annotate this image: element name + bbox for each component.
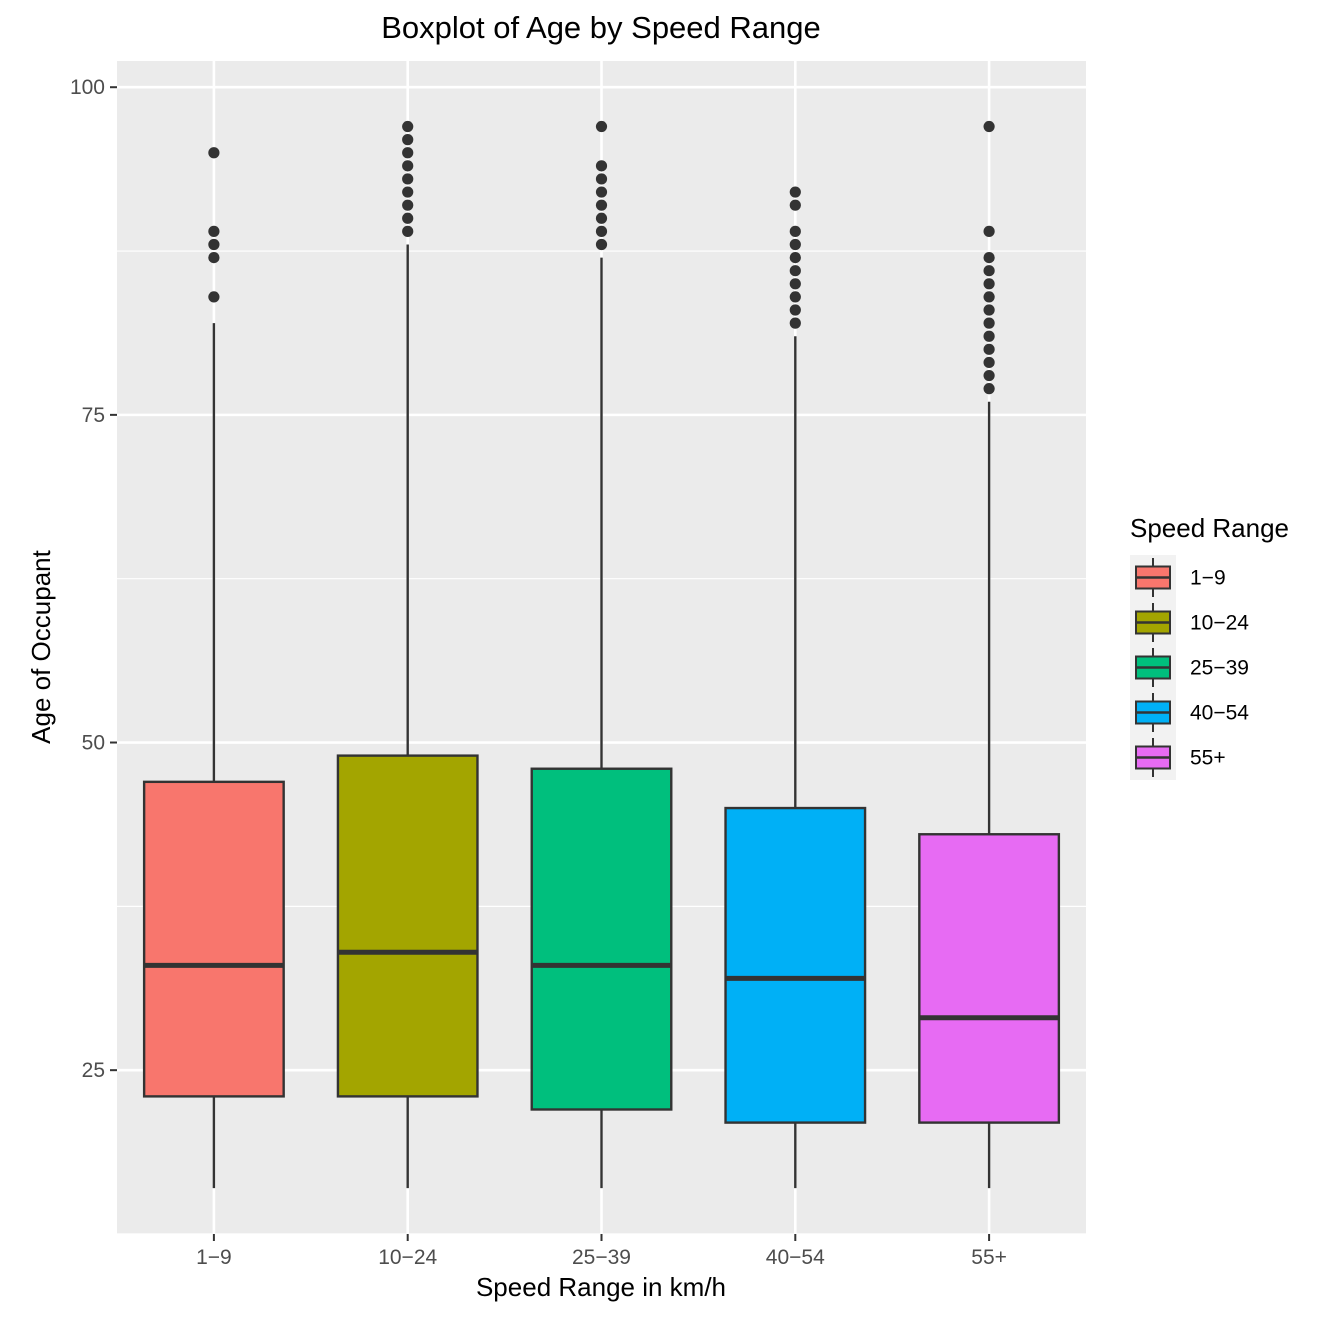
- box: [724, 806, 867, 1124]
- outlier-point: [789, 186, 801, 198]
- outlier-point: [789, 251, 801, 264]
- x-axis-title: Speed Range in km/h: [476, 1272, 726, 1302]
- box-group: [724, 186, 867, 1189]
- legend-title: Speed Range: [1130, 513, 1289, 543]
- outlier-point: [789, 278, 801, 290]
- outlier-point: [402, 199, 414, 211]
- outlier-point: [402, 160, 414, 172]
- legend-label: 25−39: [1190, 657, 1249, 680]
- box-group: [918, 120, 1061, 1189]
- box-layer: [142, 120, 1061, 1189]
- outlier-point: [402, 147, 414, 159]
- outlier-point: [983, 304, 995, 316]
- outlier-point: [983, 317, 995, 329]
- outlier-point: [595, 212, 608, 224]
- outlier-point: [789, 317, 801, 329]
- outlier-point: [983, 343, 995, 355]
- legend-item: 1−9: [1130, 555, 1226, 600]
- box: [336, 754, 479, 1098]
- x-tick-label: 55+: [971, 1246, 1007, 1269]
- legend-item: 55+: [1130, 735, 1226, 780]
- legend-label: 1−9: [1190, 567, 1226, 590]
- outlier-point: [595, 238, 608, 251]
- outlier-point: [595, 120, 608, 133]
- box: [918, 833, 1061, 1124]
- x-tick-label: 10−24: [378, 1246, 437, 1269]
- x-tick-label: 25−39: [572, 1246, 631, 1269]
- legend-item: 40−54: [1130, 690, 1249, 735]
- outlier-point: [402, 212, 414, 224]
- x-axis: 1−9 10−24 25−39 40−54 55+: [196, 1234, 1007, 1269]
- outlier-point: [402, 134, 414, 146]
- x-tick-label: 40−54: [766, 1246, 825, 1269]
- outlier-point: [789, 265, 801, 277]
- outlier-point: [983, 278, 995, 290]
- box: [142, 780, 285, 1098]
- outlier-point: [595, 160, 608, 172]
- outlier-point: [983, 291, 995, 303]
- legend-label: 55+: [1190, 747, 1226, 770]
- outlier-point: [789, 225, 801, 237]
- outlier-point: [402, 173, 414, 185]
- y-axis: 25 50 75 100: [70, 76, 117, 1082]
- outlier-point: [208, 291, 220, 303]
- y-axis-title: Age of Occupant: [26, 549, 56, 743]
- y-tick-label: 75: [82, 404, 105, 427]
- box-group: [336, 120, 479, 1189]
- outlier-point: [983, 265, 995, 277]
- legend-item: 25−39: [1130, 645, 1249, 690]
- outlier-point: [789, 238, 801, 251]
- outlier-point: [983, 120, 995, 133]
- outlier-point: [402, 120, 414, 133]
- chart-title: Boxplot of Age by Speed Range: [381, 10, 821, 45]
- outlier-point: [789, 304, 801, 316]
- outlier-point: [208, 147, 220, 159]
- outlier-point: [208, 251, 220, 264]
- outlier-point: [983, 330, 995, 342]
- outlier-point: [402, 186, 414, 198]
- outlier-point: [983, 251, 995, 264]
- x-tick-label: 1−9: [196, 1246, 232, 1269]
- outlier-point: [208, 238, 220, 251]
- box: [530, 767, 673, 1111]
- box-group: [530, 120, 673, 1189]
- outlier-point: [983, 225, 995, 237]
- y-tick-label: 25: [82, 1059, 105, 1082]
- legend-label: 10−24: [1190, 612, 1249, 635]
- outlier-point: [595, 199, 608, 211]
- y-tick-label: 100: [70, 76, 105, 99]
- legend: 1−9 10−24 25−39 40−54 55+: [1130, 555, 1249, 780]
- outlier-point: [595, 173, 608, 185]
- legend-item: 10−24: [1130, 600, 1249, 645]
- outlier-point: [983, 356, 995, 369]
- outlier-point: [595, 225, 608, 237]
- outlier-point: [789, 291, 801, 303]
- outlier-point: [595, 186, 608, 198]
- outlier-point: [983, 369, 995, 382]
- outlier-point: [983, 383, 995, 395]
- outlier-point: [402, 225, 414, 237]
- outlier-point: [789, 199, 801, 211]
- y-tick-label: 50: [82, 732, 105, 755]
- outlier-point: [208, 225, 220, 237]
- legend-label: 40−54: [1190, 702, 1249, 725]
- box-group: [142, 147, 285, 1189]
